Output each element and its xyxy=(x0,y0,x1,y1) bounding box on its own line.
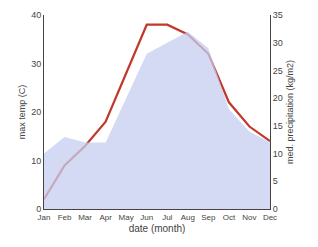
svg-text:20: 20 xyxy=(273,93,283,103)
svg-text:Nov: Nov xyxy=(242,213,256,222)
svg-text:Feb: Feb xyxy=(58,213,72,222)
svg-text:Jan: Jan xyxy=(38,213,51,222)
svg-text:May: May xyxy=(119,213,134,222)
svg-text:Apr: Apr xyxy=(99,213,112,222)
svg-text:40: 40 xyxy=(31,10,41,20)
svg-text:10: 10 xyxy=(31,156,41,166)
svg-text:0: 0 xyxy=(36,204,41,214)
svg-text:date (month): date (month) xyxy=(129,223,186,234)
svg-text:30: 30 xyxy=(31,59,41,69)
svg-text:Dec: Dec xyxy=(263,213,277,222)
svg-text:Jul: Jul xyxy=(162,213,172,222)
svg-text:0: 0 xyxy=(273,204,278,214)
svg-text:Sep: Sep xyxy=(201,213,216,222)
svg-text:25: 25 xyxy=(273,66,283,76)
svg-text:5: 5 xyxy=(273,176,278,186)
svg-text:35: 35 xyxy=(273,10,283,20)
svg-text:max temp (C): max temp (C) xyxy=(17,85,27,140)
svg-text:med. precipitation (kg/m2): med. precipitation (kg/m2) xyxy=(285,60,295,164)
svg-text:30: 30 xyxy=(273,38,283,48)
svg-text:Jun: Jun xyxy=(140,213,153,222)
svg-text:Mar: Mar xyxy=(78,213,92,222)
svg-text:10: 10 xyxy=(273,149,283,159)
svg-text:15: 15 xyxy=(273,121,283,131)
svg-text:Aug: Aug xyxy=(181,213,195,222)
svg-text:20: 20 xyxy=(31,107,41,117)
svg-text:Oct: Oct xyxy=(223,213,236,222)
